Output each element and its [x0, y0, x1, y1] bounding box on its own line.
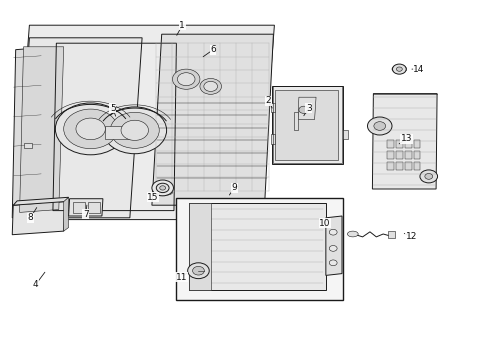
Polygon shape — [12, 48, 43, 218]
Bar — [388, 231, 395, 238]
Text: 15: 15 — [147, 193, 159, 202]
Circle shape — [425, 174, 433, 179]
Circle shape — [374, 122, 386, 130]
Bar — [273, 86, 342, 163]
Bar — [176, 198, 343, 300]
Bar — [271, 103, 275, 112]
Polygon shape — [15, 25, 274, 220]
Bar — [73, 202, 85, 213]
Text: 3: 3 — [306, 104, 312, 112]
Bar — [387, 162, 394, 170]
Text: 6: 6 — [210, 45, 216, 54]
Bar — [294, 112, 298, 130]
Ellipse shape — [153, 190, 172, 195]
Circle shape — [329, 260, 337, 266]
Circle shape — [204, 81, 218, 91]
Text: 10: 10 — [319, 219, 331, 228]
Circle shape — [329, 229, 337, 235]
Ellipse shape — [347, 231, 358, 237]
Ellipse shape — [392, 65, 407, 73]
Polygon shape — [372, 94, 437, 189]
Bar — [414, 162, 420, 170]
Circle shape — [76, 118, 105, 140]
Polygon shape — [12, 202, 65, 235]
Polygon shape — [298, 97, 316, 120]
Bar — [414, 151, 420, 159]
Text: 13: 13 — [401, 134, 413, 143]
Circle shape — [368, 117, 392, 135]
Text: 5: 5 — [110, 104, 116, 112]
Bar — [189, 203, 211, 290]
Bar — [88, 202, 100, 213]
Circle shape — [392, 64, 406, 74]
Bar — [405, 162, 412, 170]
Text: 12: 12 — [406, 233, 417, 241]
Polygon shape — [272, 86, 343, 164]
Bar — [387, 140, 394, 148]
Text: 9: 9 — [231, 184, 237, 192]
Circle shape — [172, 69, 200, 89]
Bar — [405, 140, 412, 148]
Circle shape — [200, 78, 221, 94]
Circle shape — [420, 170, 438, 183]
Polygon shape — [152, 34, 273, 205]
Text: 2: 2 — [266, 96, 271, 105]
Polygon shape — [64, 197, 69, 231]
Polygon shape — [69, 199, 103, 216]
Bar — [24, 143, 32, 148]
Text: 14: 14 — [413, 65, 425, 74]
Circle shape — [177, 73, 195, 86]
Text: 4: 4 — [33, 280, 39, 289]
Bar — [396, 151, 403, 159]
Polygon shape — [17, 38, 142, 218]
Circle shape — [121, 120, 148, 140]
Bar — [189, 203, 326, 290]
Circle shape — [64, 109, 118, 149]
Circle shape — [103, 107, 167, 154]
Circle shape — [396, 67, 402, 71]
Bar — [414, 140, 420, 148]
Polygon shape — [20, 47, 64, 212]
Circle shape — [110, 112, 159, 148]
Circle shape — [188, 263, 209, 279]
Circle shape — [193, 266, 204, 275]
Bar — [396, 140, 403, 148]
Bar — [405, 151, 412, 159]
Circle shape — [152, 180, 173, 196]
Text: 8: 8 — [27, 213, 33, 222]
Bar — [275, 90, 338, 160]
Text: 1: 1 — [179, 21, 185, 30]
Bar — [387, 151, 394, 159]
Circle shape — [299, 106, 309, 113]
Bar — [396, 162, 403, 170]
Bar — [343, 130, 348, 139]
Polygon shape — [326, 216, 342, 275]
Circle shape — [156, 183, 169, 193]
Circle shape — [55, 103, 126, 155]
Bar — [271, 134, 275, 144]
Text: 7: 7 — [83, 210, 89, 219]
Polygon shape — [13, 197, 69, 205]
Text: 11: 11 — [175, 273, 187, 282]
Circle shape — [329, 246, 337, 251]
Circle shape — [160, 186, 166, 190]
Bar — [105, 126, 131, 139]
